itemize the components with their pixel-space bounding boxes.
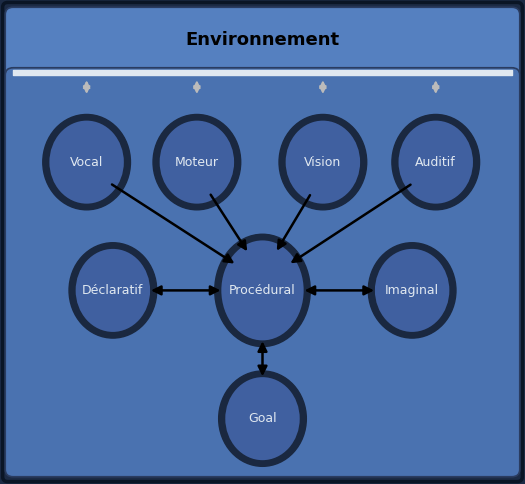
Ellipse shape (392, 115, 480, 210)
Text: Vision: Vision (304, 156, 341, 168)
Ellipse shape (215, 234, 310, 347)
Ellipse shape (75, 248, 151, 333)
Ellipse shape (69, 243, 156, 338)
Ellipse shape (285, 120, 361, 204)
Ellipse shape (398, 120, 474, 204)
Ellipse shape (279, 115, 366, 210)
Ellipse shape (220, 240, 304, 341)
FancyBboxPatch shape (3, 2, 522, 482)
Ellipse shape (374, 248, 450, 333)
Ellipse shape (153, 115, 240, 210)
Text: Moteur: Moteur (175, 156, 219, 168)
FancyBboxPatch shape (5, 68, 520, 477)
Ellipse shape (48, 120, 125, 204)
Ellipse shape (369, 243, 456, 338)
Ellipse shape (218, 371, 306, 467)
Text: Vocal: Vocal (70, 156, 103, 168)
Text: Déclaratif: Déclaratif (82, 284, 143, 297)
Ellipse shape (159, 120, 235, 204)
Text: Procédural: Procédural (229, 284, 296, 297)
Ellipse shape (225, 377, 300, 461)
Text: Auditif: Auditif (415, 156, 456, 168)
Text: Environnement: Environnement (185, 30, 340, 48)
Text: Goal: Goal (248, 412, 277, 425)
Text: Imaginal: Imaginal (385, 284, 439, 297)
Ellipse shape (43, 115, 130, 210)
FancyBboxPatch shape (5, 7, 520, 77)
